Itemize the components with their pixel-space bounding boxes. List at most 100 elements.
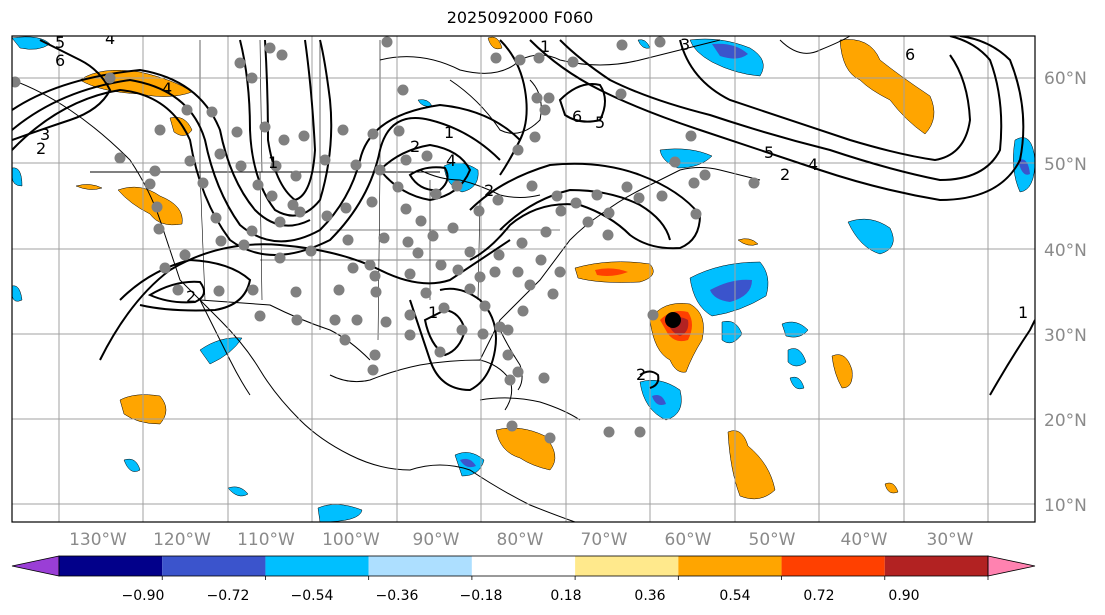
contour-label: 3	[40, 125, 50, 144]
contour-line	[989, 319, 1035, 396]
station-dot	[603, 426, 615, 438]
station-dot	[369, 270, 381, 282]
pos-anomaly-blob	[737, 238, 759, 246]
contour-label: 2	[186, 287, 196, 306]
contour-line	[409, 287, 497, 392]
station-dot	[397, 84, 409, 96]
station-dot	[215, 235, 227, 247]
great-lakes	[419, 169, 541, 198]
station-dot	[12, 76, 21, 88]
station-dot	[153, 223, 165, 235]
station-dot	[435, 259, 447, 271]
station-dot	[366, 196, 378, 208]
station-dot	[479, 300, 491, 312]
station-dot	[266, 190, 278, 202]
colorbar-segment	[368, 556, 472, 576]
station-dot	[526, 180, 538, 192]
station-dot	[567, 56, 579, 68]
neg-anomaly-blob	[781, 321, 809, 338]
pos-anomaly-blob	[495, 427, 556, 471]
contour-label: 6	[905, 45, 915, 64]
neg-anomaly-blob	[652, 395, 666, 405]
station-dot	[616, 39, 628, 51]
colorbar-tick-label: 0.18	[550, 588, 581, 604]
florida	[499, 329, 523, 391]
colorbar-tick-label: 0.54	[719, 588, 750, 604]
station-dot	[654, 36, 666, 48]
station-dot	[434, 346, 446, 358]
station-dot	[290, 170, 302, 182]
station-dot	[621, 181, 633, 193]
latitude-labels: 60°N 50°N 40°N 30°N 20°N 10°N	[1044, 69, 1087, 516]
contour-label: 1	[1018, 303, 1028, 322]
neg-anomaly-blob	[199, 337, 243, 365]
contour-label: 2	[484, 181, 494, 200]
colorbar-high-extend	[987, 555, 1036, 577]
station-dot	[517, 305, 529, 317]
station-dot	[206, 106, 218, 118]
station-dot	[114, 152, 126, 164]
lat-label: 60°N	[1044, 69, 1087, 89]
neg-anomaly-blob	[460, 458, 476, 468]
contour-label: 4	[808, 155, 818, 174]
station-dot	[404, 268, 416, 280]
neg-anomaly-blob	[227, 486, 249, 497]
station-dot	[337, 124, 349, 136]
station-dot	[287, 199, 299, 211]
station-dot	[438, 302, 450, 314]
station-dot	[504, 374, 516, 386]
station-dot	[688, 177, 700, 189]
contour-label: 1	[428, 303, 438, 322]
station-dot	[154, 124, 166, 136]
station-dot	[524, 279, 536, 291]
colorbar-outline	[58, 555, 989, 577]
station-dot	[184, 155, 196, 167]
station-dot	[378, 232, 390, 244]
contour-label: 5	[55, 33, 65, 52]
pos-anomaly-blob	[117, 186, 183, 226]
contour-line	[408, 166, 449, 192]
colorbar	[11, 555, 1036, 580]
station-dot	[291, 314, 303, 326]
station-dot	[278, 134, 290, 146]
lat-label: 50°N	[1044, 155, 1087, 175]
contour-line	[559, 36, 1003, 182]
colorbar-tick-labels: −0.90 −0.72 −0.54 −0.36 −0.18 0.18 0.36 …	[122, 588, 920, 604]
contour-label: 2	[780, 165, 790, 184]
station-dot	[512, 266, 524, 278]
station-dot	[544, 432, 556, 444]
station-dot	[452, 264, 464, 276]
station-dot	[151, 201, 163, 213]
station-dot	[181, 104, 193, 116]
station-dot	[367, 128, 379, 140]
lon-label: 120°W	[153, 530, 211, 550]
cuba	[479, 397, 581, 421]
station-dot	[400, 154, 412, 166]
station-dot	[380, 316, 392, 328]
lon-label: 110°W	[237, 530, 295, 550]
lon-label: 80°W	[497, 530, 544, 550]
station-dot	[340, 202, 352, 214]
station-dot	[210, 212, 222, 224]
contour-label: 4	[105, 29, 115, 48]
colorbar-tick-label: 0.90	[888, 588, 919, 604]
contour-line	[529, 36, 1025, 202]
station-dot	[381, 36, 393, 48]
station-dot	[214, 148, 226, 160]
contour-label: 6	[55, 51, 65, 70]
station-dot	[246, 72, 258, 84]
longitude-labels: 130°W 120°W 110°W 100°W 90°W 80°W 70°W 6…	[69, 530, 974, 550]
contour-line	[12, 88, 501, 256]
contour-line	[679, 39, 972, 162]
colorbar-segment	[162, 556, 266, 576]
colorbar-tick-label: 0.72	[803, 588, 834, 604]
contour-line	[12, 68, 311, 227]
neg-anomaly-blob	[712, 43, 748, 59]
neg-anomaly-blob	[710, 279, 752, 302]
station-dot	[551, 190, 563, 202]
station-dot	[264, 42, 276, 54]
station-dot	[690, 208, 702, 220]
station-dot	[149, 165, 161, 177]
station-dots	[12, 36, 760, 444]
greenland	[779, 36, 851, 54]
